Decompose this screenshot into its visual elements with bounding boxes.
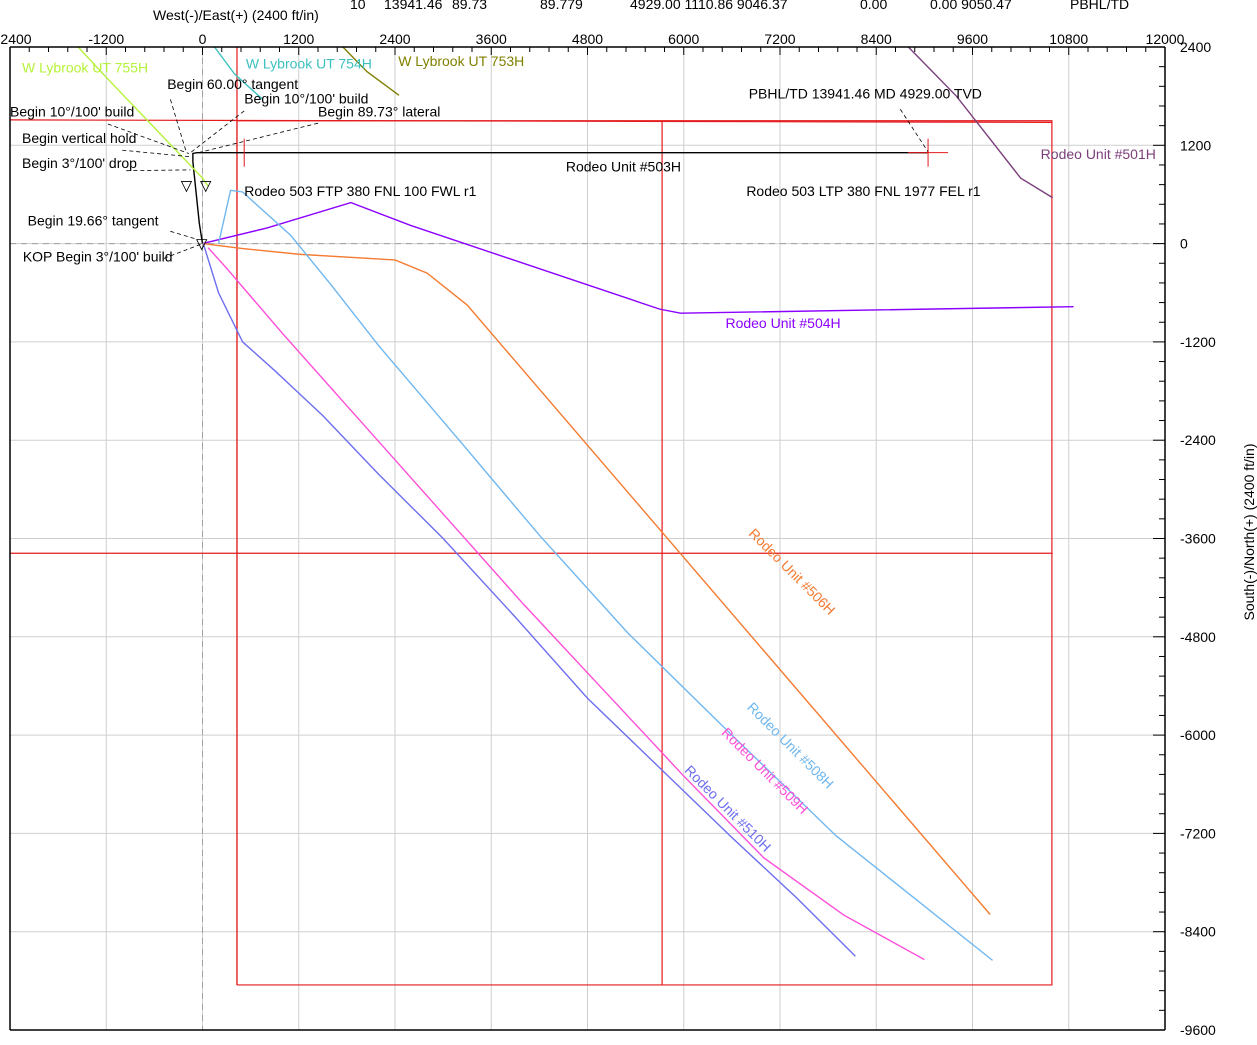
- series-rodeo-unit-504h: [202, 201, 1074, 314]
- header-cell: 89.779: [540, 0, 583, 12]
- series-rodeo-unit-501h: [907, 46, 1054, 199]
- well-label: Rodeo Unit #506H: [746, 525, 839, 618]
- section-marker-icon: [200, 181, 212, 193]
- annotation-label: Rodeo 503 LTP 380 FNL 1977 FEL r1: [746, 183, 980, 199]
- annotation-label: Begin 3°/100' drop: [22, 155, 137, 171]
- header-cell: 89.73: [452, 0, 487, 12]
- y-tick-label: -6000: [1180, 727, 1216, 743]
- y-tick-label: -8400: [1180, 924, 1216, 940]
- series-w-lybrook-ut-754h: [213, 46, 264, 100]
- well-label: Rodeo Unit #504H: [725, 315, 840, 331]
- x-tick-label: 10800: [1049, 31, 1088, 47]
- x-axis-title: West(-)/East(+) (2400 ft/in): [153, 7, 319, 23]
- x-tick-label: 6000: [668, 31, 699, 47]
- leader-line: [190, 110, 245, 153]
- y-tick-label: -7200: [1180, 825, 1216, 841]
- section-line: [9, 119, 1052, 123]
- lease-boundaries: [9, 47, 1053, 986]
- axes: [9, 46, 1166, 1031]
- header-cell: 10: [350, 0, 366, 12]
- well-label: W Lybrook UT 755H: [22, 59, 148, 75]
- leader-line: [122, 149, 191, 158]
- series-w-lybrook-ut-755h: [77, 46, 209, 187]
- header-cell: PBHL/TD: [1070, 0, 1129, 12]
- target-markers: [180, 138, 949, 251]
- annotation-label: Begin 89.73° lateral: [318, 104, 440, 120]
- series-rodeo-unit-509h: [207, 247, 925, 961]
- annotation-label: Begin 10°/100' build: [10, 104, 134, 120]
- series-rodeo-unit-508h: [217, 189, 993, 961]
- x-tick-label: 8400: [861, 31, 892, 47]
- well-label: W Lybrook UT 753H: [398, 53, 524, 69]
- leader-line: [170, 99, 187, 153]
- leader-line: [899, 109, 929, 153]
- x-tick-label: 4800: [572, 31, 603, 47]
- annotation-label: Rodeo 503 FTP 380 FNL 100 FWL r1: [244, 183, 476, 199]
- well-label: Rodeo Unit #508H: [744, 699, 837, 792]
- y-axis-title: South(-)/North(+) (2400 ft/in): [1241, 443, 1257, 620]
- header-cell: 4929.00 1110.86 9046.37: [630, 0, 788, 12]
- leader-line: [126, 169, 191, 172]
- tick-labels: 2400 -1200 0 1200 2400 3600 4800 6000 7200 8400 96…: [0, 31, 1216, 1038]
- x-tick-label: 2400: [0, 31, 31, 47]
- leader-line: [170, 230, 198, 240]
- x-tick-label: 2400: [379, 31, 410, 47]
- annotation-label: Begin vertical hold: [22, 130, 136, 146]
- x-tick-label: 3600: [476, 31, 507, 47]
- y-tick-label: 2400: [1180, 39, 1211, 55]
- header-row: 10 13941.46 89.73 89.779 4929.00 1110.86…: [350, 0, 1129, 12]
- header-cell: 0.00: [860, 0, 887, 12]
- well-label: Rodeo Unit #501H: [1041, 146, 1156, 162]
- series-rodeo-unit-503h: [192, 151, 929, 244]
- y-tick-label: -2400: [1180, 432, 1216, 448]
- x-tick-label: 0: [199, 31, 207, 47]
- annotation-label: Begin 10°/100' build: [244, 91, 368, 107]
- well-label: W Lybrook UT 754H: [246, 55, 372, 71]
- y-tick-label: 0: [1180, 236, 1188, 252]
- y-tick-label: -3600: [1180, 531, 1216, 547]
- leader-line: [198, 122, 319, 154]
- series-rodeo-unit-506h: [202, 242, 991, 915]
- y-tick-label: -1200: [1180, 334, 1216, 350]
- annotation-label: PBHL/TD 13941.46 MD 4929.00 TVD: [749, 86, 982, 102]
- y-tick-label: -9600: [1180, 1022, 1216, 1038]
- well-paths: [77, 46, 1074, 961]
- section-marker-icon: [180, 181, 193, 193]
- annotation-label: Begin 60.00° tangent: [167, 76, 298, 92]
- x-tick-label: 1200: [283, 31, 314, 47]
- chart-labels: W Lybrook UT 755H W Lybrook UT 754H W Lybr…: [10, 53, 1156, 855]
- header-cell: 0.00 9050.47: [930, 0, 1012, 12]
- annotation-label: KOP Begin 3°/100' build: [23, 249, 173, 265]
- series-w-lybrook-ut-753h: [342, 46, 400, 96]
- header-cell: 13941.46: [384, 0, 443, 12]
- x-tick-label: -1200: [88, 31, 124, 47]
- x-tick-label: 12000: [1146, 31, 1185, 47]
- grid: [9, 46, 1166, 1031]
- series-rodeo-unit-510h: [202, 243, 856, 957]
- leader-line: [107, 123, 190, 154]
- x-tick-label: 9600: [957, 31, 988, 47]
- y-tick-label: 1200: [1180, 137, 1211, 153]
- y-tick-label: -4800: [1180, 629, 1216, 645]
- x-tick-label: 7200: [764, 31, 795, 47]
- annotation-label: Begin 19.66° tangent: [28, 213, 159, 229]
- well-label: Rodeo Unit #503H: [566, 159, 681, 175]
